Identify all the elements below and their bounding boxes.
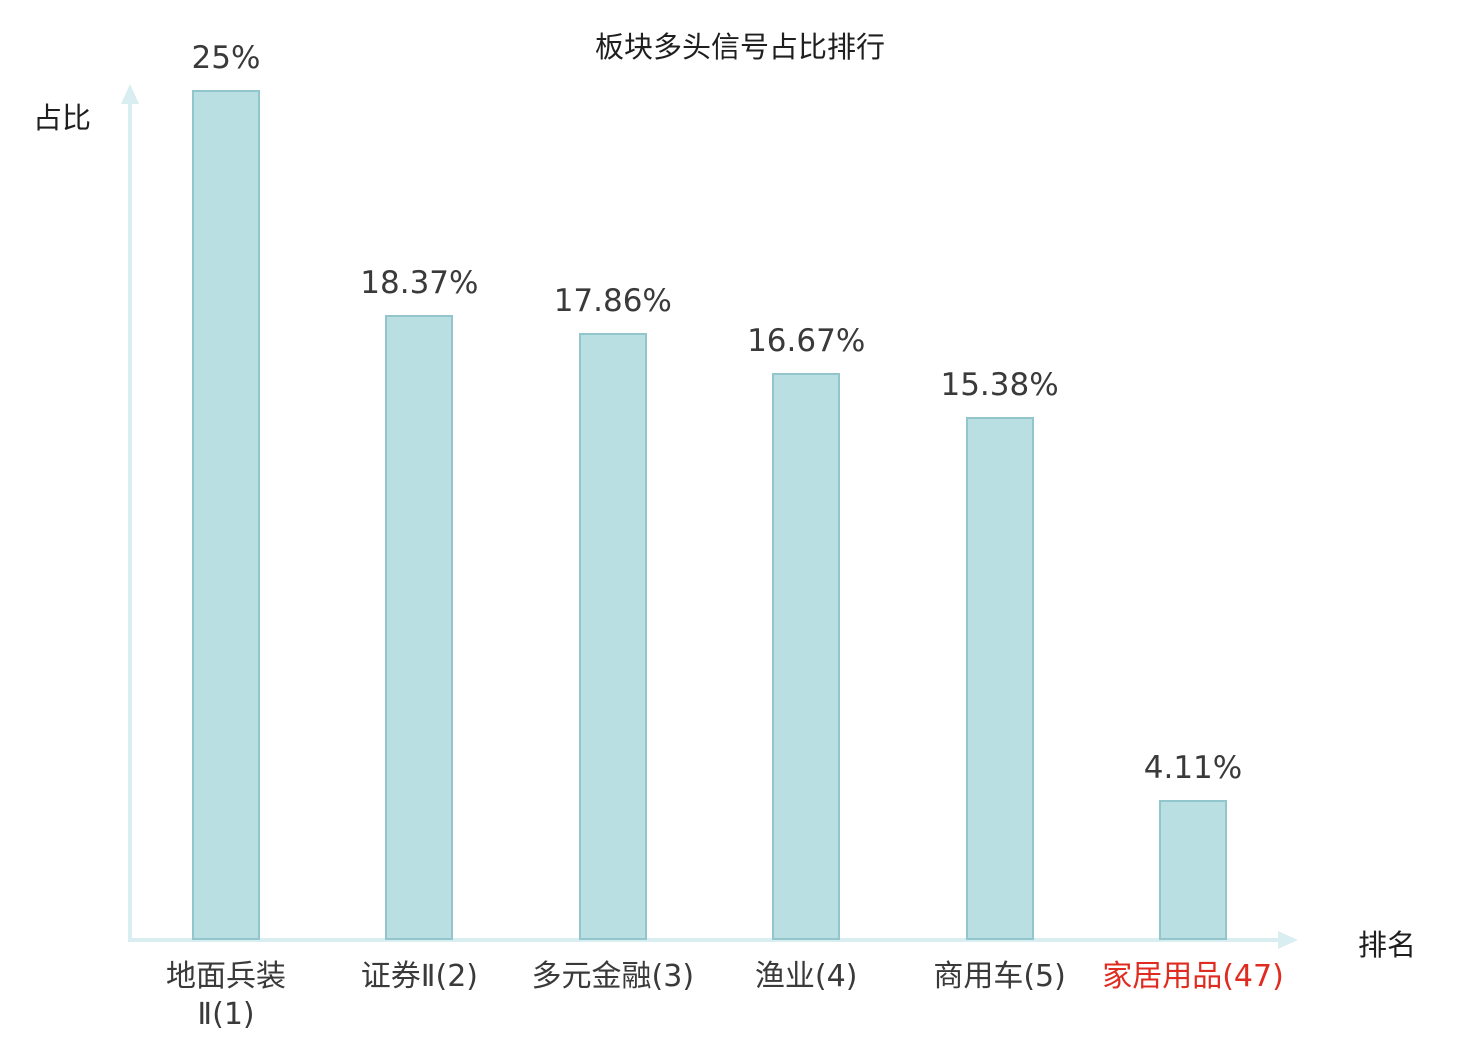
value-label-5: 15.38% — [940, 367, 1059, 404]
bar-5 — [965, 417, 1034, 940]
x-axis-label: 排名 — [1358, 928, 1417, 962]
value-label-6: 4.11% — [1143, 750, 1243, 787]
bar-6 — [1159, 800, 1227, 940]
value-label-1: 25% — [191, 40, 261, 76]
category-label-3: 多元金融(3) — [531, 959, 695, 994]
bar-4 — [772, 373, 841, 940]
value-label-3: 17.86% — [553, 282, 672, 319]
category-label-2: 证券Ⅱ(2) — [360, 959, 479, 994]
category-label-1: 地面兵装 Ⅱ(1) — [166, 959, 286, 1032]
chart-title: 板块多头信号占比排行 — [594, 30, 885, 64]
x-axis-arrow-icon — [1278, 931, 1298, 949]
bar-3 — [578, 332, 647, 940]
y-axis-label: 占比 — [33, 101, 92, 135]
bar-1 — [192, 90, 260, 940]
category-label-4: 渔业(4) — [754, 959, 858, 994]
category-label-6: 家居用品(47) — [1102, 959, 1284, 994]
value-label-2: 18.37% — [360, 265, 479, 302]
bar-2 — [385, 315, 454, 940]
y-axis-arrow-icon — [121, 84, 139, 104]
value-label-4: 16.67% — [747, 323, 866, 360]
category-label-5: 商用车(5) — [933, 959, 1066, 994]
